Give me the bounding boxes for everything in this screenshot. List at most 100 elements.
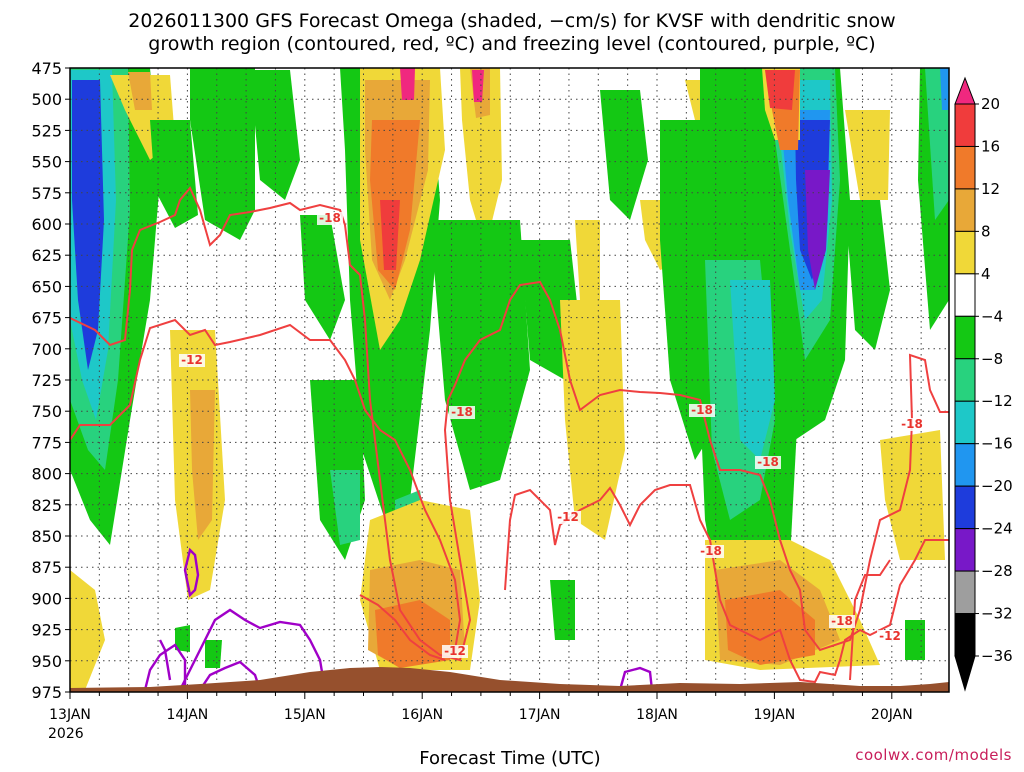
dgz-contour-label: -12 [557, 510, 579, 524]
x-axis-year: 2026 [48, 726, 84, 742]
x-tick-label: 19JAN [754, 707, 796, 723]
contour-label-bg [877, 630, 903, 643]
colorbar-swatch [954, 273, 976, 317]
contour-label-bg [689, 404, 715, 417]
chart-title-line2: growth region (contoured, red, ºC) and f… [148, 33, 875, 55]
contour-label-bg [317, 212, 343, 225]
dgz-contour-label: -18 [691, 403, 713, 417]
x-axis-label: Forecast Time (UTC) [419, 748, 600, 768]
contour-label-bg [755, 456, 781, 469]
freezing-contour-line [158, 639, 172, 681]
y-tick-label: 750 [31, 402, 62, 421]
colorbar-tick-label: 20 [981, 95, 1000, 113]
freezing-contour-line [178, 608, 327, 691]
dgz-contour-label: -18 [901, 417, 923, 431]
colorbar-bottom-arrow [954, 655, 976, 692]
y-tick-label: 500 [31, 90, 62, 109]
colorbar-tick-label: −16 [981, 435, 1013, 453]
omega-region [380, 200, 400, 270]
omega-region [730, 280, 775, 460]
omega-region [375, 600, 450, 668]
colorbar: 20 16 12 8 4 −4 −8 −12 −16 −20 −24 −28 −32 −36 [954, 76, 1013, 692]
dgz-contour-label: -12 [879, 629, 901, 643]
omega-region [190, 390, 215, 540]
y-tick-label: 650 [31, 277, 62, 296]
colorbar-swatch [954, 570, 976, 615]
contour-label-bg [442, 645, 468, 658]
colorbar-tick-label: −8 [981, 350, 1003, 368]
colorbar-tick-label: 12 [981, 180, 1000, 198]
omega-region [550, 580, 575, 640]
colorbar-tick-label: 4 [981, 265, 991, 283]
dgz-contour-label: -12 [181, 353, 203, 367]
contour-label-bg [555, 511, 581, 524]
dgz-contour-label: -18 [831, 614, 853, 628]
dgz-contour-line [69, 186, 949, 662]
y-tick-label: 675 [31, 309, 62, 328]
freezing-contour-line [618, 666, 654, 691]
colorbar-swatch [954, 230, 976, 275]
colorbar-tick-label: −36 [981, 647, 1013, 665]
omega-region [472, 70, 484, 102]
y-tick-label: 975 [31, 683, 62, 702]
y-tick-label: 800 [31, 465, 62, 484]
chart-title-line1: 2026011300 GFS Forecast Omega (shaded, −… [128, 10, 895, 32]
freezing-contour-line [183, 547, 200, 598]
omega-region [330, 470, 360, 545]
x-axis: 13JAN 14JAN 15JAN 16JAN 17JAN 18JAN 19JAN 20JAN [49, 692, 922, 723]
dgz-contour-label: -18 [700, 544, 722, 558]
omega-region [725, 590, 815, 665]
y-tick-label: 725 [31, 371, 62, 390]
omega-region [880, 430, 945, 560]
colorbar-tick-label: −24 [981, 520, 1013, 538]
contour-label-bg [899, 418, 925, 431]
colorbar-top-arrow [954, 76, 976, 105]
omega-region [400, 68, 415, 100]
freezing-contour-line [199, 660, 262, 691]
y-tick-label: 600 [31, 215, 62, 234]
colorbar-tick-label: 16 [981, 137, 1000, 155]
contour-label-bg [179, 354, 205, 367]
omega-region [765, 70, 795, 110]
x-tick-label: 15JAN [284, 707, 326, 723]
y-axis: 475 500 525 550 575 600 625 650 675 700 725 750 775 8… [31, 59, 70, 702]
dgz-contour-label: -18 [451, 405, 473, 419]
omega-region [905, 620, 925, 660]
terrain-surface [70, 667, 949, 692]
omega-region [460, 68, 502, 250]
omega-region [845, 110, 890, 200]
omega-region [300, 215, 345, 340]
x-tick-label: 16JAN [401, 707, 443, 723]
colorbar-tick-label: −12 [981, 392, 1013, 410]
terrain-fill [70, 667, 949, 692]
dgz-contour-line [504, 484, 949, 684]
dgz-contour-line [69, 318, 462, 651]
colorbar-swatch [954, 400, 976, 445]
contour-label-bg [698, 545, 724, 558]
colorbar-tick-label: −20 [981, 477, 1013, 495]
contour-labels: -18 -12 -18 -12 -18 -18 -18 -12 -18 -18 -12 [179, 211, 925, 658]
y-tick-label: 700 [31, 340, 62, 359]
dgz-contour-label: -18 [757, 455, 779, 469]
y-tick-label: 900 [31, 589, 62, 608]
x-tick-label: 18JAN [636, 707, 678, 723]
omega-shading [70, 68, 949, 690]
freezing-contour-line [143, 643, 187, 691]
omega-region [560, 300, 625, 540]
colorbar-tick-label: −28 [981, 562, 1013, 580]
omega-region [845, 200, 890, 350]
x-tick-label: 17JAN [519, 707, 561, 723]
colorbar-tick-label: −4 [981, 307, 1003, 325]
contour-label-bg [449, 406, 475, 419]
dgz-contour-label: -18 [319, 211, 341, 225]
y-tick-label: 550 [31, 153, 62, 172]
y-tick-label: 575 [31, 184, 62, 203]
omega-region [128, 72, 152, 110]
colorbar-swatch [954, 613, 976, 657]
colorbar-swatch [954, 443, 976, 487]
colorbar-swatch [954, 528, 976, 572]
contour-label-bg [829, 615, 855, 628]
y-tick-label: 475 [31, 59, 62, 78]
